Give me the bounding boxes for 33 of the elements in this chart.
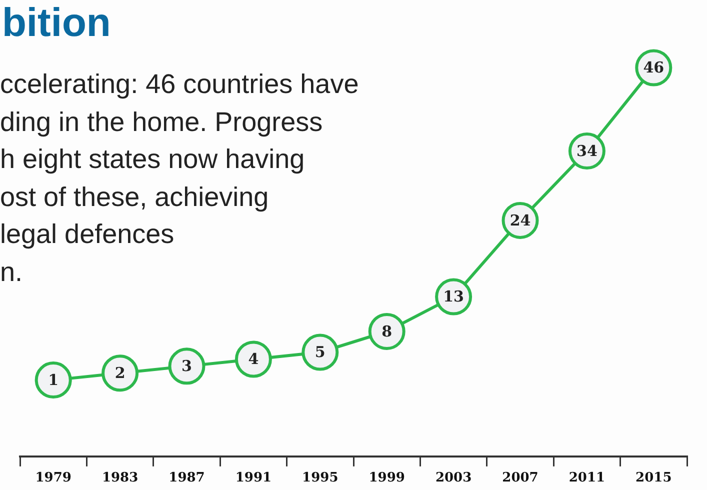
point	[302, 334, 339, 371]
annotation: ding in the home. Progress	[0, 106, 324, 139]
x-tick-label: 1983	[102, 470, 138, 486]
x-tick-label: 1987	[168, 470, 205, 486]
annotation: ost of these, achieving	[0, 180, 270, 214]
point	[34, 362, 72, 399]
point	[234, 340, 272, 378]
data-label: 34	[576, 142, 598, 160]
x-tick-label: 1995	[302, 470, 338, 486]
data-label: 13	[443, 288, 464, 306]
x-tick-label: 2015	[636, 470, 672, 486]
x-tick-label: 1991	[235, 470, 272, 486]
data-label: 3	[182, 357, 192, 376]
annotation: n.	[0, 256, 24, 288]
data-label: 46	[643, 58, 664, 77]
data-label: 4	[248, 350, 259, 368]
x-tick-label: 1979	[35, 470, 72, 486]
data-label: 2	[114, 364, 126, 382]
chart-title: bition	[2, 0, 111, 46]
point	[168, 348, 206, 385]
annotation: legal defences	[0, 218, 176, 251]
data-label: 24	[510, 211, 531, 230]
x-tick-label: 2003	[435, 470, 472, 486]
point	[102, 354, 139, 392]
point	[368, 312, 406, 350]
x-tick-label: 2007	[502, 470, 538, 486]
data-label: 5	[314, 343, 326, 362]
data-label: 8	[382, 322, 392, 340]
x-tick-label: 1999	[368, 470, 405, 486]
annotation: h eight states now having	[0, 143, 306, 176]
data-label: 1	[48, 370, 59, 389]
x-tick-label: 2011	[568, 470, 606, 486]
annotation: ccelerating: 46 countries have	[0, 68, 359, 101]
